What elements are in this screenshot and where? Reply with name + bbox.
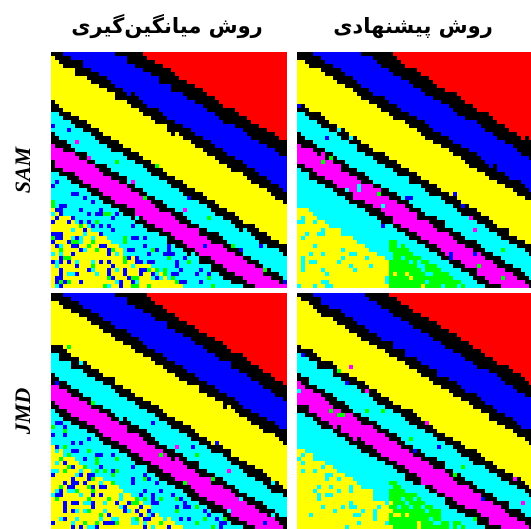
classification-map-jmd-proposed (297, 293, 531, 529)
row-label-jmd: JMD (10, 387, 36, 435)
classification-map-sam-averaging (51, 52, 287, 288)
column-title-proposed-method: روش پیشنهادی (333, 14, 493, 38)
classification-map-jmd-averaging (51, 293, 287, 529)
row-label-sam: SAM (10, 146, 36, 194)
column-title-averaging-method: روش میانگین‌گیری (71, 14, 263, 38)
classification-map-sam-proposed (297, 52, 531, 288)
